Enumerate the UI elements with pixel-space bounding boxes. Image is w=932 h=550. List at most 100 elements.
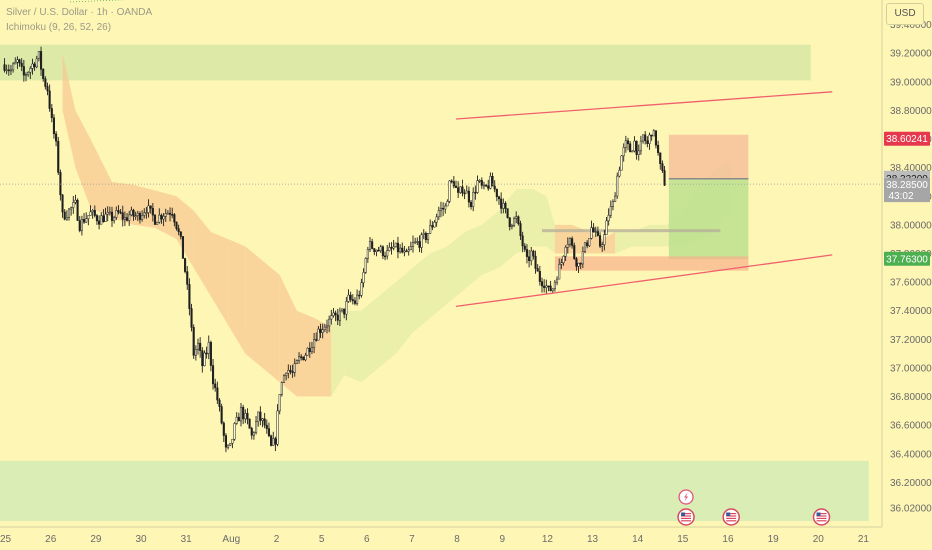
y-tick-label: 36.02000 [890,504,932,515]
candle-body [368,241,372,250]
candle-body [470,201,473,207]
flag-icon-stripe [726,515,737,517]
candle-body [420,234,423,248]
cloud-segment [430,246,448,318]
candle-body [46,86,49,92]
candle-body [465,190,468,194]
candle-body [306,347,309,356]
candle-body [224,435,227,448]
position-tool[interactable] [542,134,749,271]
candle-body [562,255,565,263]
candle-body [136,213,139,216]
flag-icon-stripe [681,517,692,519]
stop-price-label-bg [884,251,930,266]
trend-channel[interactable] [0,0,882,308]
candle-body [517,216,520,224]
candle-body [429,225,432,234]
channel-upper-line [455,91,833,120]
x-tick-label: 29 [90,534,102,545]
candle-body [446,201,449,207]
candle-body [654,130,658,146]
candle-body [317,328,320,341]
candle-body [218,399,221,407]
candle-body [388,247,391,251]
candle-body [343,308,346,315]
candle-body [551,288,554,292]
candle-body [418,241,421,248]
candle-body [80,219,83,231]
cloud-segment [649,224,667,247]
us-flag-event-icon-3[interactable] [812,508,831,526]
candle-body [657,144,660,154]
candle-body [244,413,247,420]
y-tick-label: 37.00000 [890,363,932,374]
candle-body [549,285,552,292]
candle-body [151,207,154,216]
candle-body [467,190,470,203]
candle-body [474,191,477,194]
currency-button[interactable]: USD [886,3,924,25]
candle-body [209,342,212,366]
x-tick-label: Aug [222,534,240,545]
candle-body [257,411,260,423]
candle-body [35,58,38,68]
candle-body [265,424,268,429]
candle-body [646,140,649,144]
candle-body [345,301,348,315]
candle-body [624,140,627,148]
candle-body [394,242,397,248]
x-tick-label: 9 [499,534,505,545]
candle-body [242,407,245,420]
candle-body [102,215,105,222]
x-tick-label: 6 [364,534,370,545]
flag-icon-canton [681,512,686,516]
candle-body [596,231,599,236]
cloud-segment [464,224,482,290]
y-tick-label: 36.80000 [890,392,932,403]
flag-icon-stripe [681,515,692,517]
candle-body [158,214,161,223]
candle-body [212,365,215,385]
candle-body [592,227,595,233]
y-tick-label: 38.80000 [890,106,932,117]
economic-events[interactable] [677,489,831,526]
candle-body [371,241,374,249]
candle-body [457,187,460,193]
candle-body [295,360,298,364]
us-flag-event-icon-1[interactable] [677,508,695,526]
candle-body [280,382,283,395]
candle-body [106,212,109,215]
x-tick-label: 25 [0,534,12,545]
candle-body [411,242,415,247]
candle-body [119,211,122,214]
indicator-legend[interactable]: Ichimoku (9, 26, 52, 26) [6,22,112,33]
candle-body [497,196,501,200]
x-tick-label: 19 [768,534,780,545]
candle-body [130,209,133,216]
candle-body [12,63,15,71]
candle-body [366,249,369,259]
flash-event-icon[interactable] [678,489,694,505]
candle-body [287,369,290,374]
flag-icon-circle [812,508,831,526]
us-flag-event-icon-2[interactable] [722,508,740,526]
candle-body [128,214,131,221]
candle-body [495,188,498,197]
flag-icon-stripe [816,515,827,517]
candle-body [199,342,202,351]
x-tick-label: 31 [181,534,193,545]
candle-body [227,444,230,448]
candle-body [14,62,17,65]
candle-body [351,299,354,301]
candle-body [459,186,462,193]
candle-body [405,250,408,253]
flag-icon-circle [677,508,695,526]
chart-legend-title[interactable]: Silver / U.S. Dollar · 1h · OANDA [6,7,153,18]
candle-body [650,134,653,137]
previous-entry-line [542,229,721,233]
stop-price-label: 37.76300 [886,254,928,265]
candle-body [117,210,120,213]
candle-body [332,312,335,316]
